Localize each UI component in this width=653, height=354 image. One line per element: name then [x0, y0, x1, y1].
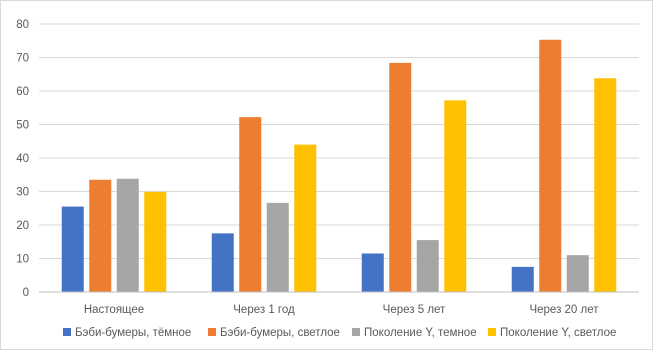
bar — [566, 255, 589, 292]
x-category-label: Настоящее — [84, 304, 144, 316]
legend-item: Поколение Y, темное — [352, 327, 477, 339]
y-tick-label: 0 — [23, 287, 29, 299]
legend-label: Бэби-бумеры, светлое — [220, 327, 340, 339]
y-tick-label: 20 — [16, 220, 29, 232]
bar — [61, 206, 84, 292]
x-category-label: Через 1 год — [233, 304, 295, 316]
bar — [361, 253, 384, 292]
y-tick-label: 30 — [16, 187, 29, 199]
bar — [444, 100, 467, 292]
bar — [89, 179, 112, 292]
bar — [539, 39, 562, 293]
legend-item: Бэби-бумеры, светлое — [208, 327, 340, 339]
bar — [594, 78, 617, 293]
axes: 0 10 20 30 40 50 60 70 80 Настоящее Через 1 год Чер… — [16, 19, 639, 316]
legend-swatch — [208, 328, 216, 336]
bars — [61, 39, 617, 293]
bar — [389, 62, 412, 292]
legend-label: Бэби-бумеры, тёмное — [75, 327, 191, 339]
legend-item: Бэби-бумеры, тёмное — [63, 327, 191, 339]
gridlines — [39, 23, 639, 259]
legend-label: Поколение Y, светлое — [500, 327, 616, 339]
legend-swatch — [63, 328, 71, 336]
legend: Бэби-бумеры, тёмное Бэби-бумеры, светлое П… — [63, 327, 616, 339]
bar — [144, 191, 167, 292]
y-tick-label: 60 — [16, 86, 29, 98]
bar — [266, 202, 289, 292]
y-tick-label: 50 — [16, 120, 29, 132]
bar — [416, 240, 439, 292]
bar — [116, 178, 139, 292]
bar — [511, 266, 534, 292]
y-tick-label: 10 — [16, 254, 29, 266]
y-tick-label: 70 — [16, 53, 29, 65]
bar — [239, 117, 262, 292]
legend-swatch — [352, 328, 360, 336]
legend-label: Поколение Y, темное — [364, 327, 477, 339]
x-category-label: Через 20 лет — [529, 304, 599, 316]
x-category-label: Через 5 лет — [383, 304, 446, 316]
y-tick-label: 80 — [16, 19, 29, 31]
legend-item: Поколение Y, светлое — [488, 327, 616, 339]
bar — [211, 233, 234, 292]
legend-swatch — [488, 328, 496, 336]
y-tick-label: 40 — [16, 153, 29, 165]
bar — [294, 144, 317, 292]
